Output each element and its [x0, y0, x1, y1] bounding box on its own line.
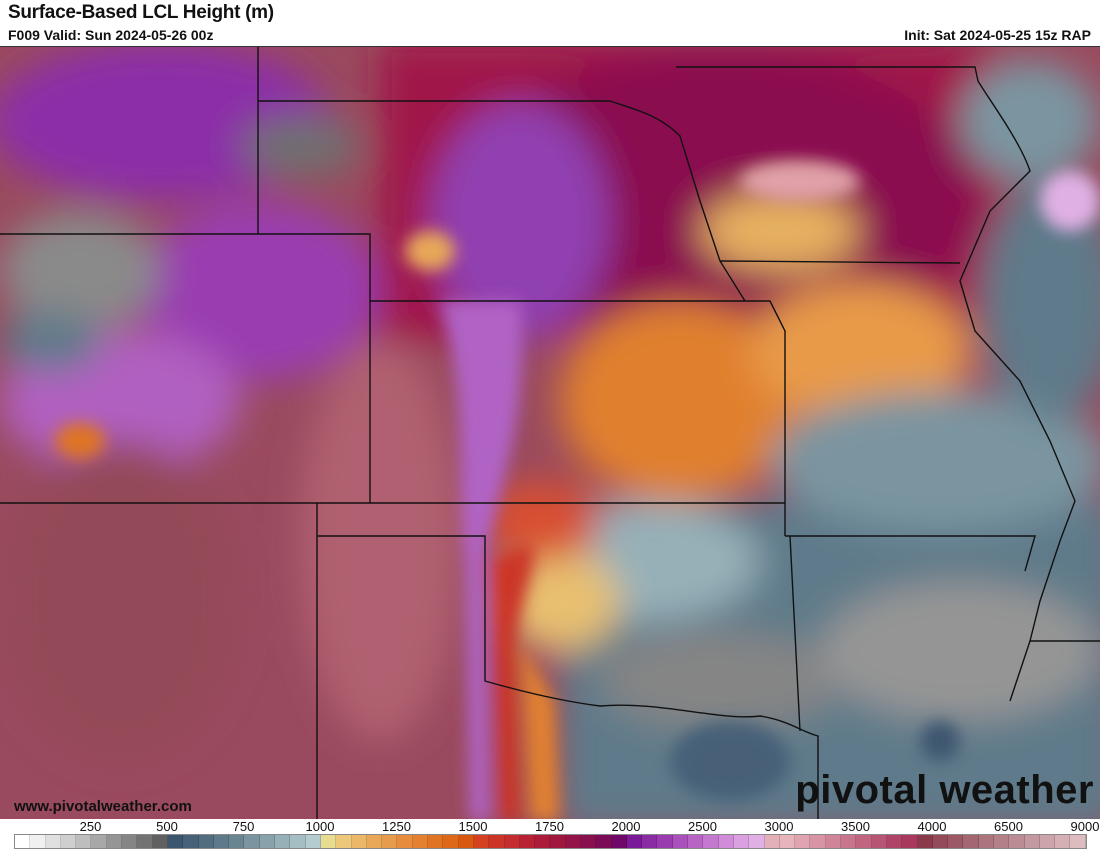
colorbar-swatch — [397, 835, 413, 848]
colorbar-swatch — [290, 835, 306, 848]
colorbar-swatch — [504, 835, 520, 848]
colorbar-tick-label: 250 — [79, 819, 102, 834]
colorbar-swatch — [167, 835, 184, 848]
colorbar-swatch — [45, 835, 61, 848]
colorbar-swatch — [458, 835, 474, 848]
colorbar-swatch — [336, 835, 352, 848]
colorbar-swatch — [1039, 835, 1056, 848]
colorbar-swatch — [122, 835, 138, 848]
colorbar-swatch — [932, 835, 949, 848]
colorbar-swatch — [718, 835, 734, 848]
colorbar-swatch — [259, 835, 276, 848]
colorbar-swatch — [275, 835, 291, 848]
colorbar-swatch — [611, 835, 627, 848]
colorbar-tick-label: 2500 — [688, 819, 717, 834]
colorbar-swatch — [825, 835, 842, 848]
colorbar-swatch — [1070, 835, 1086, 848]
colorbar-swatch — [672, 835, 689, 848]
colorbar-swatch — [1024, 835, 1040, 848]
colorbar-swatch — [76, 835, 92, 848]
colorbar-swatch — [917, 835, 933, 848]
colorbar-swatch — [382, 835, 398, 848]
colorbar-swatch — [366, 835, 383, 848]
colorbar-tick-label: 2000 — [611, 819, 641, 834]
field-layer — [0, 47, 1100, 819]
colorbar-swatch — [994, 835, 1010, 848]
colorbar-swatch — [244, 835, 260, 848]
colorbar-swatch — [351, 835, 367, 848]
colorbar-swatch — [978, 835, 994, 848]
colorbar-tick-label: 1250 — [382, 819, 411, 834]
colorbar-tick-label: 1750 — [535, 819, 564, 834]
pivotal-weather-logo: pivotal weather — [795, 768, 1094, 812]
colorbar-tick-label: 9000 — [1070, 819, 1100, 834]
colorbar-swatch — [550, 835, 566, 848]
colorbar-swatch — [749, 835, 765, 848]
colorbar-swatch — [810, 835, 826, 848]
colorbar-swatch — [795, 835, 811, 848]
colorbar-tick-label: 4000 — [917, 819, 947, 834]
map-title: Surface-Based LCL Height (m) — [8, 2, 274, 23]
lcl-height-map[interactable] — [0, 46, 1100, 819]
colorbar-swatch — [91, 835, 107, 848]
colorbar-swatch — [152, 835, 168, 848]
colorbar-swatch — [320, 835, 337, 848]
colorbar-swatch — [106, 835, 123, 848]
colorbar-swatch — [948, 835, 964, 848]
state-borders — [0, 47, 1100, 819]
colorbar-swatch — [1055, 835, 1071, 848]
colorbar-tick-label: 750 — [232, 819, 255, 834]
colorbar-swatch — [565, 835, 581, 848]
colorbar-swatch — [764, 835, 780, 848]
colorbar-swatch — [779, 835, 796, 848]
colorbar-swatch — [596, 835, 612, 848]
colorbar-swatch — [856, 835, 872, 848]
colorbar-tick-label: 6500 — [994, 819, 1023, 834]
colorbar-swatch — [703, 835, 719, 848]
colorbar-swatch — [535, 835, 551, 848]
colorbar-tick-label: 3000 — [764, 819, 794, 834]
colorbar-swatch — [137, 835, 153, 848]
colorbar-swatch — [642, 835, 658, 848]
colorbar-swatch — [60, 835, 77, 848]
colorbar-swatch — [183, 835, 199, 848]
website-url: www.pivotalweather.com — [14, 798, 192, 815]
colorbar-swatch — [30, 835, 46, 848]
colorbar-swatch — [519, 835, 536, 848]
colorbar-swatch — [15, 835, 31, 848]
colorbar-tick-label: 500 — [156, 819, 178, 834]
colorbar-swatch — [963, 835, 979, 848]
colorbar-swatch — [886, 835, 903, 848]
colorbar-swatch — [841, 835, 857, 848]
colorbar-tick-label: 1000 — [305, 819, 335, 834]
colorbar-swatch — [443, 835, 459, 848]
colorbar — [14, 834, 1087, 849]
colorbar-swatch — [229, 835, 245, 848]
colorbar-swatch — [198, 835, 214, 848]
colorbar-swatch — [489, 835, 505, 848]
colorbar-swatch — [428, 835, 444, 848]
colorbar-tick-label: 3500 — [841, 819, 870, 834]
colorbar-swatch — [733, 835, 750, 848]
colorbar-swatch — [626, 835, 643, 848]
colorbar-swatch — [473, 835, 490, 848]
colorbar-swatch — [213, 835, 230, 848]
valid-time: F009 Valid: Sun 2024-05-26 00z — [8, 27, 214, 43]
colorbar-swatch — [305, 835, 321, 848]
colorbar-swatch — [688, 835, 704, 848]
colorbar-swatch — [871, 835, 887, 848]
colorbar-swatch — [412, 835, 429, 848]
colorbar-tick-label: 1500 — [458, 819, 488, 834]
colorbar-swatch — [902, 835, 918, 848]
colorbar-swatch — [580, 835, 597, 848]
colorbar-swatch — [657, 835, 673, 848]
colorbar-swatch — [1009, 835, 1025, 848]
init-time: Init: Sat 2024-05-25 15z RAP — [904, 27, 1091, 43]
